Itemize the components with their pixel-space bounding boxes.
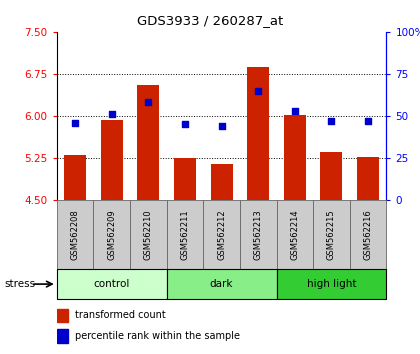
FancyBboxPatch shape <box>167 200 203 269</box>
Text: GSM562208: GSM562208 <box>71 209 79 260</box>
FancyBboxPatch shape <box>240 200 276 269</box>
Text: GDS3933 / 260287_at: GDS3933 / 260287_at <box>137 14 283 27</box>
Point <box>72 120 79 126</box>
FancyBboxPatch shape <box>57 269 167 299</box>
FancyBboxPatch shape <box>313 200 350 269</box>
FancyBboxPatch shape <box>57 200 93 269</box>
FancyBboxPatch shape <box>276 200 313 269</box>
FancyBboxPatch shape <box>93 200 130 269</box>
Point <box>218 123 225 129</box>
FancyBboxPatch shape <box>167 269 276 299</box>
Text: percentile rank within the sample: percentile rank within the sample <box>75 331 240 341</box>
Text: GSM562209: GSM562209 <box>107 209 116 260</box>
Text: control: control <box>94 279 130 289</box>
Point <box>108 112 115 117</box>
Bar <box>357 157 379 200</box>
Bar <box>284 115 306 200</box>
Text: dark: dark <box>210 279 233 289</box>
FancyBboxPatch shape <box>130 200 167 269</box>
Text: transformed count: transformed count <box>75 310 165 320</box>
Text: stress: stress <box>4 279 35 289</box>
FancyBboxPatch shape <box>203 200 240 269</box>
FancyBboxPatch shape <box>276 269 386 299</box>
Text: high light: high light <box>307 279 356 289</box>
Point <box>365 118 371 124</box>
Text: GSM562212: GSM562212 <box>217 209 226 260</box>
Text: GSM562214: GSM562214 <box>290 209 299 260</box>
Point <box>145 100 152 105</box>
Bar <box>57 309 68 322</box>
Bar <box>247 67 269 200</box>
Bar <box>320 152 342 200</box>
FancyBboxPatch shape <box>350 200 386 269</box>
Text: GSM562215: GSM562215 <box>327 209 336 260</box>
Point <box>328 118 335 124</box>
Bar <box>57 329 68 343</box>
Point <box>255 88 262 93</box>
Text: GSM562210: GSM562210 <box>144 209 153 260</box>
Bar <box>137 85 159 200</box>
Text: GSM562211: GSM562211 <box>181 209 189 260</box>
Text: GSM562216: GSM562216 <box>364 209 373 260</box>
Bar <box>174 158 196 200</box>
Bar <box>64 155 86 200</box>
Point <box>291 108 298 114</box>
Bar <box>101 120 123 200</box>
Bar <box>210 164 233 200</box>
Point <box>181 121 188 127</box>
Text: GSM562213: GSM562213 <box>254 209 262 260</box>
